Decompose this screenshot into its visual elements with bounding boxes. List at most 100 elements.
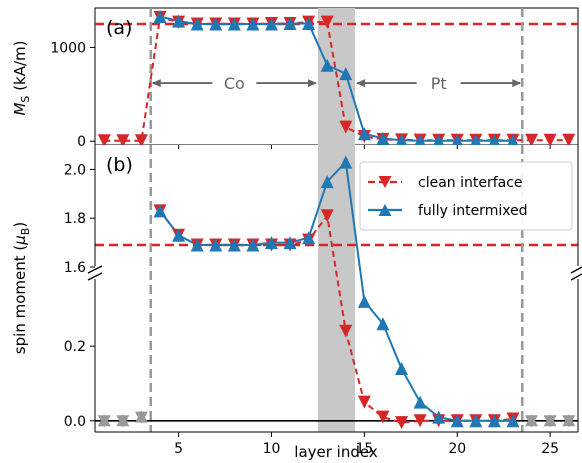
panel-a-point-0-1: [116, 134, 130, 148]
panel-a-point-0-0: [97, 134, 111, 148]
panel-b-point-1-5: [246, 238, 260, 252]
panel-b-marks: [95, 145, 578, 432]
panel-b-point-1-4: [227, 238, 241, 252]
panel-b-point-0-12: [376, 410, 390, 424]
panel-b-upper-ytick-label-0: 1.6: [64, 260, 86, 276]
legend-clean-marker: [378, 176, 392, 188]
panel-b-point-1-12: [376, 317, 390, 331]
panel-b: (b) 1.6 1.8 2.0 0.0 0.2 5 10 15 20 25 layer inde…: [11, 145, 582, 461]
panel-a-point-1-19: [506, 134, 520, 148]
legend-intermixed-marker: [378, 204, 392, 216]
panel-a-point-1-12: [376, 131, 390, 145]
panel-b-ylabel-close: ): [11, 222, 29, 228]
panel-a-point-0-24: [543, 133, 557, 147]
x-axis-label: layer index: [294, 443, 378, 461]
panel-a-ylabel-unit: (kA/m): [11, 40, 29, 95]
panel-b-point-1-6: [264, 236, 278, 250]
panel-a-point-1-0: [153, 9, 167, 23]
panel-b-point-2-4-b: [543, 414, 557, 427]
panel-a: Co Pt (a) 0 1000 MS (kA/m): [11, 7, 579, 150]
panel-a-point-1-16: [450, 134, 464, 148]
panel-a-point-1-5: [246, 17, 260, 31]
annotation-label-0: Co: [224, 74, 245, 93]
panel-b-point-1-19: [506, 414, 520, 428]
panel-b-point-1-18: [487, 414, 501, 428]
x-tick-label-0: 5: [174, 441, 183, 457]
panel-b-ylabel-main: spin moment (: [11, 245, 29, 354]
panel-b-ylabel-mu: μ: [11, 235, 29, 246]
panel-b-point-2-3-b: [525, 414, 539, 427]
panel-a-point-1-1: [172, 14, 186, 28]
panel-a-point-1-3: [209, 17, 223, 31]
panel-b-point-1-14: [413, 395, 427, 409]
panel-b-ylabel-sub: B: [19, 228, 32, 236]
panel-a-ytick-label-1: 1000: [50, 40, 86, 56]
panel-b-upper-ytick-label-2: 2.0: [64, 162, 86, 178]
panel-b-lower-ytick-label-1: 0.2: [64, 339, 86, 355]
annotation-arrowhead-left-0: [151, 79, 161, 88]
panel-a-point-1-7: [283, 16, 297, 30]
panel-b-point-2-5-b: [562, 414, 576, 427]
panel-b-point-1-11: [357, 294, 371, 308]
panel-b-ylabel: spin moment (μB): [11, 222, 32, 354]
panel-b-point-0-10: [339, 324, 353, 338]
panel-a-ylabel: MS (kA/m): [11, 40, 32, 115]
panel-b-point-1-13: [395, 362, 409, 376]
panel-b-point-1-15: [432, 410, 446, 424]
panel-a-point-1-13: [395, 133, 409, 147]
panel-a-point-0-23: [525, 133, 539, 147]
panel-a-label: (a): [106, 17, 132, 39]
x-tick-label-1: 10: [263, 441, 281, 457]
panel-a-point-1-4: [227, 17, 241, 31]
panel-b-point-1-1: [172, 228, 186, 242]
panel-b-label: (b): [106, 154, 133, 176]
panel-b-point-1-3: [209, 238, 223, 252]
panel-a-point-0-25: [562, 133, 576, 147]
annotation-arrowhead-left-1: [356, 79, 366, 88]
panel-a-point-1-10: [339, 67, 353, 81]
panel-a-point-0-2: [134, 134, 148, 148]
panel-b-point-0-11: [357, 395, 371, 409]
panel-b-point-2-0-b: [97, 414, 111, 427]
panel-b-upper-ytick-label-1: 1.8: [64, 211, 86, 227]
panel-b-y-ticks: 1.6 1.8 2.0 0.0 0.2: [64, 162, 95, 430]
panel-a-point-1-18: [487, 134, 501, 148]
panel-a-point-0-13: [339, 120, 353, 134]
legend-intermixed-label: fully intermixed: [418, 203, 528, 219]
panel-a-point-1-9: [320, 58, 334, 72]
panel-b-point-1-0: [153, 204, 167, 218]
x-tick-label-2: 15: [355, 441, 373, 457]
panel-b-point-1-2: [190, 238, 204, 252]
panel-a-point-1-11: [357, 127, 371, 141]
panel-a-point-1-15: [432, 134, 446, 148]
x-ticks: 5 10 15 20 25: [174, 145, 559, 457]
panel-a-ylabel-sub: S: [19, 96, 32, 103]
panel-a-point-1-2: [190, 17, 204, 31]
panel-b-lower-ytick-label-0: 0.0: [64, 414, 86, 430]
panel-a-point-1-6: [264, 17, 278, 31]
panel-b-point-1-10: [339, 155, 353, 169]
panel-a-point-0-12: [320, 15, 334, 29]
axis-break-right: [569, 266, 582, 281]
annotation-arrowhead-right-1: [512, 79, 522, 88]
axis-break-left: [86, 265, 104, 281]
panel-b-point-1-16: [450, 414, 464, 428]
panel-b-point-2-1-b: [116, 414, 130, 427]
legend-clean-label: clean interface: [418, 175, 523, 191]
panel-a-ytick-label-0: 0: [77, 134, 86, 150]
panel-b-point-1-9: [320, 175, 334, 189]
panel-a-point-1-8: [302, 16, 316, 30]
annotation-arrowhead-right-0: [307, 79, 317, 88]
x-tick-label-4: 25: [541, 441, 559, 457]
annotation-label-1: Pt: [431, 74, 447, 93]
panel-b-point-2-2-b: [134, 410, 148, 423]
panel-a-point-1-17: [469, 134, 483, 148]
panel-b-point-0-9: [320, 209, 334, 223]
panel-a-marks: Co Pt: [95, 8, 578, 148]
panel-b-point-0-13: [395, 416, 409, 430]
panel-a-point-1-14: [413, 134, 427, 148]
panel-a-y-ticks: 0 1000: [50, 40, 95, 150]
panel-b-point-0-14: [413, 414, 427, 428]
legend: clean interface fully intermixed: [359, 161, 573, 231]
